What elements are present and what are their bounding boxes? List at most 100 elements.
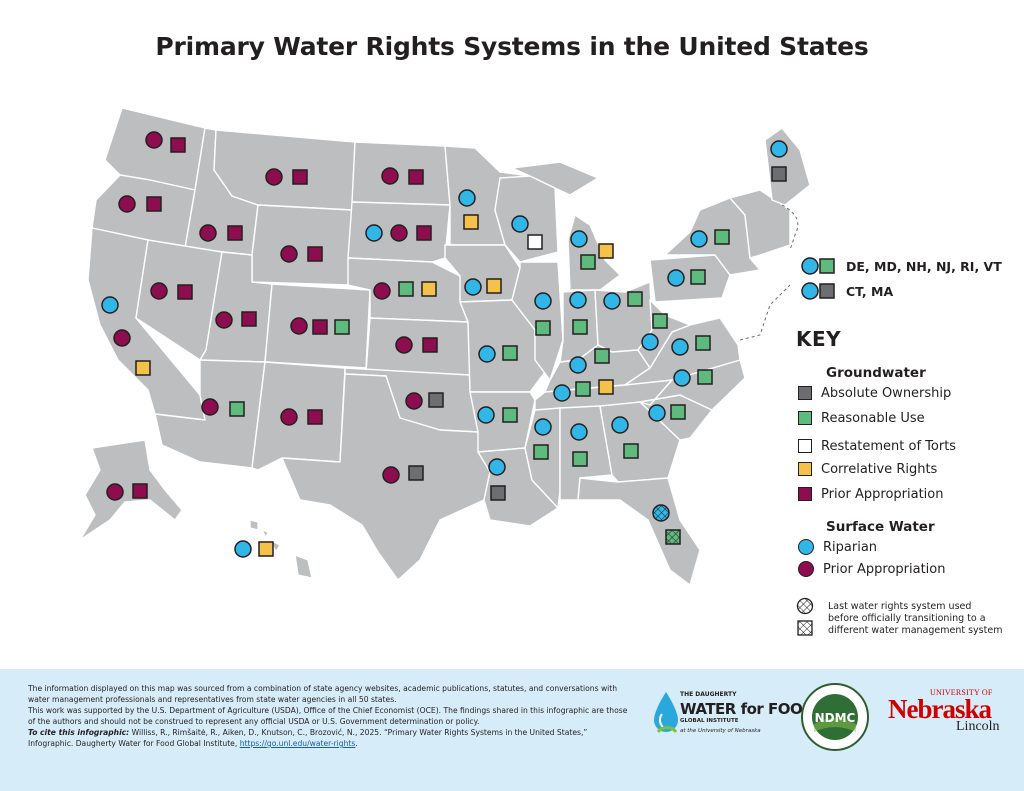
ms-surface-riparian-dot — [534, 418, 552, 436]
state-NE-small — [729, 189, 791, 259]
id-ground-prior-appropriation-square — [227, 225, 243, 241]
mo-surface-riparian-dot — [478, 345, 496, 363]
mt-ground-prior-appropriation-square — [292, 169, 308, 185]
wi-ground-restatement-of-torts-square — [527, 234, 543, 250]
key-restatement-swatch — [798, 439, 812, 453]
wv-ground-reasonable-use-square — [652, 313, 668, 329]
sd-surface-prior-appropriation-dot — [390, 224, 408, 242]
key-absolute-ownership-label: Absolute Ownership — [821, 385, 952, 401]
tn-surface-riparian-dot — [553, 384, 571, 402]
ak-ground-prior-appropriation-square — [132, 483, 148, 499]
ks-ground-prior-appropriation-square — [422, 337, 438, 353]
al-surface-riparian-dot — [570, 423, 588, 441]
me-surface-riparian-dot — [770, 140, 788, 158]
ny-surface-riparian-dot — [690, 230, 708, 248]
mt-surface-prior-appropriation-dot — [265, 168, 283, 186]
tx-ground-absolute-ownership-square — [408, 465, 424, 481]
va-ground-reasonable-use-square — [695, 335, 711, 351]
nv-ground-prior-appropriation-square — [177, 284, 193, 300]
state-WV — [637, 299, 691, 369]
footer-source: The information displayed on this map wa… — [28, 684, 618, 704]
key-reasonable-use-swatch — [798, 411, 812, 425]
group1-riparian-dot — [801, 257, 819, 275]
ndmc-center-text: NDMC — [815, 711, 856, 725]
nm-ground-prior-appropriation-square — [307, 409, 323, 425]
id-surface-prior-appropriation-dot — [199, 224, 217, 242]
dwfi-line1: THE DAUGHERTY — [680, 691, 737, 698]
az-surface-prior-appropriation-dot — [201, 398, 219, 416]
co-surface-prior-appropriation-dot — [290, 317, 308, 335]
nv-surface-prior-appropriation-dot — [150, 282, 168, 300]
ky-surface-riparian-dot — [569, 356, 587, 374]
key-riparian-label: Riparian — [823, 539, 878, 555]
group2-label: CT, MA — [846, 284, 894, 299]
key-groundwater-heading: Groundwater — [826, 365, 926, 381]
oh-surface-riparian-dot — [603, 292, 621, 310]
key-reasonable-use-label: Reasonable Use — [821, 410, 925, 426]
ut-surface-prior-appropriation-dot — [215, 311, 233, 329]
il-ground-reasonable-use-square — [535, 320, 551, 336]
wa-ground-prior-appropriation-square — [170, 137, 186, 153]
mo-ground-reasonable-use-square — [502, 345, 518, 361]
mi-ground-correlative-rights-square — [598, 243, 614, 259]
key-restatement-of-torts: Restatement of Torts — [798, 437, 956, 455]
va-surface-riparian-dot — [671, 338, 689, 356]
key-absolute-ownership-swatch — [798, 386, 812, 400]
hi-ground-correlative-rights-square — [258, 541, 274, 557]
nd-surface-prior-appropriation-dot — [381, 167, 399, 185]
map-title: Primary Water Rights Systems in the Unit… — [155, 32, 869, 61]
sc-ground-reasonable-use-square — [670, 404, 686, 420]
state-markers — [101, 131, 788, 558]
key-riparian-dot — [798, 539, 814, 555]
ar-surface-riparian-dot — [477, 406, 495, 424]
key-prior-appropriation-sw-dot — [798, 561, 814, 577]
state-AK — [79, 439, 183, 541]
mi-surface-riparian-dot — [570, 230, 588, 248]
footer-link[interactable]: https://go.unl.edu/water-rights — [239, 739, 356, 748]
la-surface-riparian-dot — [488, 458, 506, 476]
key-reasonable-use: Reasonable Use — [798, 409, 925, 427]
us-map — [79, 107, 835, 586]
ks-surface-prior-appropriation-dot — [395, 336, 413, 354]
ca-surface-riparian-dot — [101, 296, 119, 314]
or-surface-prior-appropriation-dot — [118, 195, 136, 213]
key-prior-appropriation-gw: Prior Appropriation — [798, 485, 943, 503]
sd-surface-riparian-dot — [365, 224, 383, 242]
key-title: KEY — [796, 327, 842, 351]
ut-ground-prior-appropriation-square — [241, 311, 257, 327]
footer-citation: To cite this infographic: Williss, R., R… — [28, 728, 588, 748]
state-HI — [249, 519, 313, 579]
state-FL — [577, 477, 701, 586]
wi-surface-riparian-dot — [511, 215, 529, 233]
ny-ground-reasonable-use-square — [714, 229, 730, 245]
il-surface-riparian-dot — [534, 292, 552, 310]
key-prior-appropriation-gw-label: Prior Appropriation — [821, 486, 944, 502]
ms-ground-reasonable-use-square — [533, 444, 549, 460]
footer-cite-label: To cite this infographic: — [28, 728, 130, 737]
in-surface-riparian-dot — [569, 291, 587, 309]
tn-ground-reasonable-use-square — [575, 381, 591, 397]
ca-ground-correlative-rights-square — [135, 360, 151, 376]
wv-surface-riparian-dot — [641, 333, 659, 351]
ky-ground-reasonable-use-square — [594, 348, 610, 364]
key-surface-heading: Surface Water — [826, 519, 935, 535]
az-ground-reasonable-use-square — [229, 401, 245, 417]
ia-ground-correlative-rights-square — [486, 278, 502, 294]
state-NM — [251, 361, 346, 471]
footer-cite-text: Williss, R., Rimšaitė, R., Aiken, D., Kn… — [28, 728, 588, 748]
key-correlative-swatch — [798, 462, 812, 476]
key-absolute-ownership: Absolute Ownership — [798, 384, 951, 402]
al-ground-reasonable-use-square — [572, 451, 588, 467]
ok-surface-prior-appropriation-dot — [405, 392, 423, 410]
ga-ground-reasonable-use-square — [623, 443, 639, 459]
dwfi-logo — [654, 692, 678, 733]
pa-surface-riparian-dot — [667, 269, 685, 287]
state-ND — [351, 141, 451, 206]
unl-line3: Lincoln — [956, 719, 1000, 734]
in-ground-reasonable-use-square — [572, 319, 588, 335]
wa-surface-prior-appropriation-dot — [145, 131, 163, 149]
mn-ground-correlative-rights-square — [463, 214, 479, 230]
unl-line2: Nebraska — [888, 694, 992, 724]
footer-funding: This work was supported by the U.S. Depa… — [28, 706, 628, 726]
pa-ground-reasonable-use-square — [690, 269, 706, 285]
